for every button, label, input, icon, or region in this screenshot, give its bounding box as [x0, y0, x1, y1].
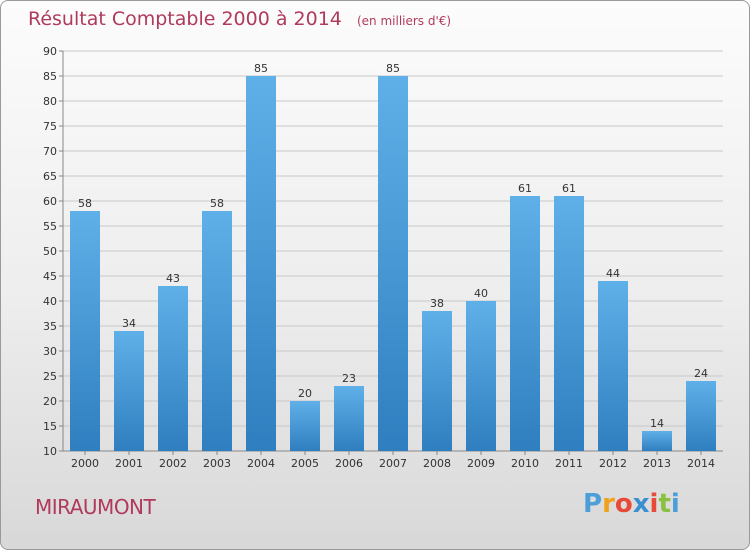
bar-2000 [70, 211, 100, 451]
logo-letter: P [583, 489, 603, 519]
x-tick-label: 2006 [335, 457, 363, 470]
x-tick-label: 2013 [643, 457, 671, 470]
data-label-2011: 61 [562, 182, 576, 195]
data-labels: 58 34 43 58 85 20 23 85 38 40 61 61 44 14 24 [78, 62, 708, 430]
y-tick-label: 40 [43, 295, 57, 308]
x-tick-label: 2001 [115, 457, 143, 470]
y-tick-label: 15 [43, 420, 57, 433]
x-tick-label: 2004 [247, 457, 275, 470]
bar-2005 [290, 401, 320, 451]
data-label-2014: 24 [694, 367, 708, 380]
bar-2008 [422, 311, 452, 451]
y-tick-label: 20 [43, 395, 57, 408]
proxiti-logo[interactable]: Proxiti [583, 489, 680, 519]
x-tick-label: 2014 [687, 457, 715, 470]
data-label-2002: 43 [166, 272, 180, 285]
bar-2007 [378, 76, 408, 451]
y-tick-label: 80 [43, 95, 57, 108]
y-axis-tick-labels: 10 15 20 25 30 35 40 45 50 55 60 65 70 75 80 85 90 [43, 45, 57, 458]
y-tick-label: 45 [43, 270, 57, 283]
y-tick-label: 60 [43, 195, 57, 208]
logo-letter: t [658, 489, 671, 519]
y-tick-label: 65 [43, 170, 57, 183]
x-tick-label: 2007 [379, 457, 407, 470]
bar-2010 [510, 196, 540, 451]
x-tick-label: 2010 [511, 457, 539, 470]
x-axis-tick-labels: 2000 2001 2002 2003 2004 2005 2006 2007 2008 2009… [71, 457, 715, 470]
data-label-2003: 58 [210, 197, 224, 210]
data-label-2009: 40 [474, 287, 488, 300]
y-tick-label: 25 [43, 370, 57, 383]
data-label-2012: 44 [606, 267, 620, 280]
chart-subtitle: (en milliers d'€) [356, 14, 452, 28]
data-label-2005: 20 [298, 387, 312, 400]
y-tick-label: 70 [43, 145, 57, 158]
bar-2012 [598, 281, 628, 451]
bar-2009 [466, 301, 496, 451]
data-label-2001: 34 [122, 317, 136, 330]
x-tick-label: 2012 [599, 457, 627, 470]
x-tick-label: 2003 [203, 457, 231, 470]
bar-2011 [554, 196, 584, 451]
data-label-2010: 61 [518, 182, 532, 195]
y-tick-label: 10 [43, 445, 57, 458]
y-tick-label: 55 [43, 220, 57, 233]
y-tick-label: 30 [43, 345, 57, 358]
chart-title: Résultat Comptable 2000 à 2014 [28, 8, 342, 30]
data-label-2004: 85 [254, 62, 268, 75]
logo-letter: x [632, 489, 650, 519]
y-tick-label: 35 [43, 320, 57, 333]
bar-2006 [334, 386, 364, 451]
chart-header: Résultat Comptable 2000 à 2014 (en milli… [28, 8, 451, 30]
x-tick-label: 2008 [423, 457, 451, 470]
y-tick-label: 50 [43, 245, 57, 258]
data-label-2000: 58 [78, 197, 92, 210]
bar-2001 [114, 331, 144, 451]
x-tick-label: 2005 [291, 457, 319, 470]
y-tick-label: 85 [43, 70, 57, 83]
x-tick-label: 2011 [555, 457, 583, 470]
data-label-2008: 38 [430, 297, 444, 310]
logo-letter: i [670, 489, 680, 519]
logo-letter: r [602, 489, 615, 519]
y-tick-label: 75 [43, 120, 57, 133]
commune-name: MIRAUMONT [35, 495, 156, 519]
bar-2004 [246, 76, 276, 451]
x-tick-label: 2002 [159, 457, 187, 470]
bar-2014 [686, 381, 716, 451]
data-label-2007: 85 [386, 62, 400, 75]
bar-2003 [202, 211, 232, 451]
bar-2002 [158, 286, 188, 451]
logo-letter: o [614, 489, 633, 519]
data-label-2013: 14 [650, 417, 664, 430]
data-label-2006: 23 [342, 372, 356, 385]
y-tick-label: 90 [43, 45, 57, 58]
x-tick-label: 2000 [71, 457, 99, 470]
bars [70, 76, 716, 451]
x-tick-label: 2009 [467, 457, 495, 470]
logo-letter: i [649, 489, 659, 519]
bar-2013 [642, 431, 672, 451]
